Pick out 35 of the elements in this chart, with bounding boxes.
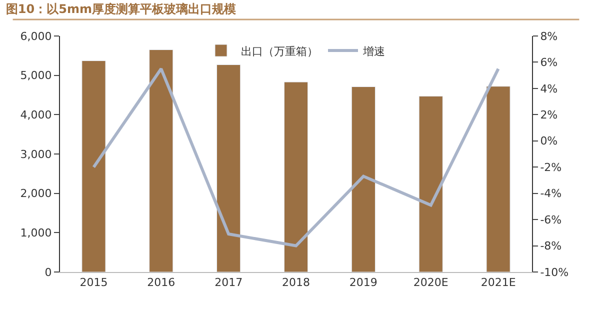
y-tick-label: 5,000	[20, 69, 52, 82]
legend-label: 增速	[362, 44, 385, 58]
y-tick-label: 4,000	[20, 108, 52, 122]
y-tick-label: 0	[44, 266, 52, 279]
y2-tick-label: 8%	[540, 30, 558, 43]
y2-tick-label: -10%	[540, 266, 569, 279]
y2-tick-label: -8%	[540, 240, 562, 253]
bar	[216, 64, 241, 272]
x-tick-label: 2021E	[480, 276, 516, 290]
bar	[486, 86, 510, 272]
x-tick-label: 2018	[282, 276, 310, 290]
y2-tick-label: -2%	[540, 160, 562, 174]
bar	[418, 96, 443, 272]
y-tick-label: 2,000	[20, 187, 52, 200]
y2-tick-label: -4%	[540, 187, 562, 200]
y2-tick-label: 6%	[540, 56, 558, 70]
bar	[82, 60, 106, 272]
x-tick-label: 2017	[214, 276, 243, 290]
chart-title: 图10：以5mm厚度测算平板玻璃出口规模	[6, 2, 236, 16]
legend-label: 出口（万重箱）	[241, 44, 318, 58]
bar	[149, 50, 174, 272]
y2-tick-label: 0%	[540, 134, 558, 148]
y-tick-label: 6,000	[20, 30, 52, 43]
x-tick-label: 2019	[349, 276, 378, 290]
line-series	[92, 67, 500, 248]
bar	[284, 82, 308, 272]
x-tick-label: 2016	[147, 276, 176, 290]
y2-tick-label: 2%	[540, 108, 558, 122]
x-tick-label: 2020E	[413, 276, 448, 290]
y-tick-label: 1,000	[20, 226, 52, 240]
y2-tick-label: -6%	[540, 213, 562, 226]
bar	[351, 86, 376, 272]
y-tick-label: 3,000	[20, 148, 52, 161]
y2-tick-label: 4%	[540, 82, 558, 96]
x-tick-label: 2015	[80, 276, 108, 290]
